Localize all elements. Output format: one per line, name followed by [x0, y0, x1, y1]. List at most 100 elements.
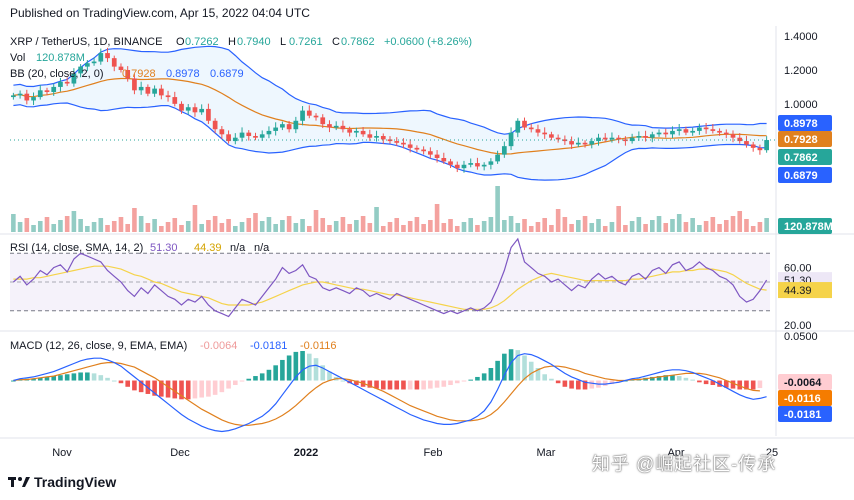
macd-histogram-bar — [744, 380, 749, 390]
volume-legend-value: 120.878M — [36, 52, 85, 64]
ohlc-key-l: L — [280, 36, 286, 48]
candle-body — [441, 158, 447, 162]
macd-histogram-bar — [266, 369, 272, 381]
volume-bar — [64, 216, 70, 232]
volume-bar — [643, 224, 648, 232]
symbol-label: XRP / TetherUS, 1D, BINANCE — [10, 36, 162, 48]
macd-histogram-bar — [340, 380, 346, 382]
candle-body — [609, 137, 615, 140]
volume-bar — [266, 217, 272, 232]
macd-histogram-bar — [192, 380, 198, 399]
time-tick-label: Nov — [52, 447, 72, 459]
macd-histogram-bar — [239, 380, 245, 382]
macd-histogram-bar — [125, 380, 130, 387]
macd-histogram-bar — [569, 380, 574, 389]
volume-bar — [367, 223, 373, 232]
volume-bar — [434, 204, 440, 232]
macd-legend-label: MACD (12, 26, close, 9, EMA, EMA) — [10, 340, 187, 352]
candle-body — [125, 70, 131, 79]
candle-body — [582, 142, 588, 145]
volume-bar — [172, 218, 178, 232]
volume-bar — [51, 224, 57, 232]
volume-bar — [24, 218, 30, 232]
volume-bar — [125, 224, 130, 232]
candle-body — [744, 141, 749, 145]
volume-bar — [185, 221, 191, 232]
candle-body — [461, 164, 467, 169]
rsi-tick-label: 20.00 — [784, 320, 812, 332]
candle-body — [434, 154, 440, 158]
volume-bar — [85, 226, 90, 232]
price-pane — [10, 45, 776, 232]
ohlc-key-h: H — [228, 36, 236, 48]
time-tick-label: Mar — [537, 447, 556, 459]
volume-bar — [293, 223, 299, 232]
candle-body — [320, 117, 326, 125]
candle-body — [51, 86, 57, 92]
candle-body — [542, 132, 548, 135]
macd-histogram-bar — [730, 380, 736, 389]
ohlc-value-c: 0.7862 — [341, 36, 375, 48]
macd-histogram-bar — [670, 375, 675, 381]
candle-body — [165, 95, 171, 98]
time-tick-label: 25 — [766, 447, 778, 459]
chart-canvas[interactable]: 1.40001.20001.00000.60000.89780.79280.78… — [0, 26, 854, 466]
tag-rsi-ma-bg — [778, 282, 832, 299]
volume-bar — [165, 222, 171, 232]
candle-body — [246, 132, 252, 136]
candle-body — [185, 107, 191, 111]
candle-body — [717, 130, 722, 133]
ohlc-change: +0.0600 (+8.26%) — [384, 36, 472, 48]
tag-macd-signal-bg — [778, 390, 832, 406]
candle-body — [280, 124, 285, 128]
footer[interactable]: TradingView — [8, 474, 116, 490]
candle-body — [111, 58, 117, 67]
candle-body — [616, 137, 622, 140]
macd-histogram-bar — [448, 380, 453, 385]
volume-bar — [132, 208, 137, 232]
macd-histogram-bar — [676, 376, 682, 381]
volume-bar — [159, 226, 164, 232]
tag-macd-signal: -0.0116 — [784, 393, 821, 405]
candle-body — [703, 127, 709, 130]
volume-bar — [105, 225, 110, 232]
volume-bar — [387, 222, 393, 232]
candle-body — [132, 78, 137, 91]
macd-histogram-bar — [697, 380, 702, 383]
candle-body — [683, 129, 689, 133]
volume-bar — [508, 216, 514, 232]
bb-legend-basis: 0.7928 — [122, 68, 156, 80]
macd-histogram-bar — [159, 380, 164, 397]
candle-body — [421, 149, 426, 152]
candle-body — [179, 103, 184, 111]
macd-histogram-bar — [11, 380, 16, 382]
volume-bar — [535, 222, 541, 232]
tag-last-price: 0.7862 — [784, 152, 818, 164]
macd-histogram-bar — [387, 380, 393, 390]
bb-legend-label: BB (20, close, 2, 0) — [10, 68, 104, 80]
volume-bar — [697, 225, 702, 232]
brand-name: TradingView — [34, 474, 117, 490]
tag-bb-basis: 0.7928 — [784, 134, 818, 146]
price-tick-label: 1.2000 — [784, 65, 818, 77]
candle-body — [300, 110, 305, 121]
volume-bar — [481, 221, 487, 232]
volume-bar — [629, 221, 635, 232]
macd-histogram-bar — [199, 380, 204, 398]
volume-bar — [616, 206, 621, 232]
volume-bar — [542, 218, 547, 232]
macd-histogram-bar — [475, 376, 480, 381]
macd-histogram-bar — [293, 351, 299, 381]
macd-histogram-bar — [562, 380, 568, 387]
price-tick-label: 1.4000 — [784, 31, 818, 43]
macd-histogram-bar — [78, 372, 83, 381]
volume-bar — [582, 216, 588, 232]
candle-body — [663, 132, 669, 135]
candle-body — [313, 115, 319, 118]
volume-bar — [37, 221, 43, 232]
volume-bar — [596, 219, 601, 232]
time-tick-label: 2022 — [294, 447, 318, 459]
volume-bar — [199, 224, 204, 232]
time-tick-label: Feb — [424, 447, 443, 459]
macd-histogram-bar — [555, 380, 561, 384]
